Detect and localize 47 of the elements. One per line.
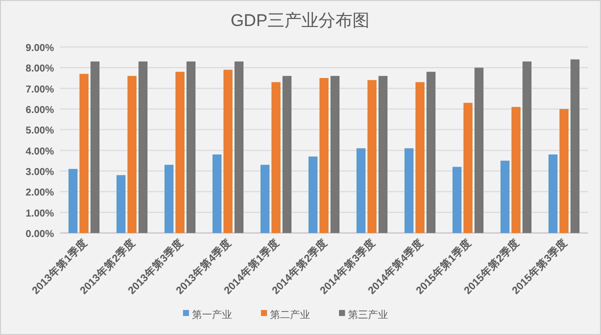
bar	[426, 72, 436, 233]
bar	[512, 106, 520, 233]
bar	[474, 68, 484, 233]
bar	[500, 160, 510, 233]
legend-label: 第三产业	[348, 309, 388, 321]
bar	[234, 61, 244, 233]
y-tick-label: 1.00%	[26, 208, 54, 220]
bar	[308, 156, 318, 233]
y-tick-label: 0.00%	[26, 229, 54, 240]
bar	[224, 70, 232, 233]
bar	[356, 148, 366, 233]
bar	[260, 164, 270, 233]
bar	[164, 164, 174, 233]
y-tick-label: 4.00%	[26, 146, 54, 158]
bar	[212, 154, 222, 233]
bar	[416, 82, 424, 233]
bar	[368, 80, 376, 233]
bar	[68, 168, 78, 233]
bar	[404, 148, 414, 233]
y-tick-label: 7.00%	[26, 84, 54, 96]
y-tick-label: 6.00%	[26, 105, 54, 116]
bar	[138, 61, 148, 233]
bar	[128, 76, 136, 233]
bar	[186, 61, 196, 233]
y-tick-label: 5.00%	[26, 126, 54, 137]
bar	[320, 78, 328, 233]
y-tick-label: 8.00%	[26, 64, 54, 75]
bar	[570, 59, 580, 233]
legend-label: 第一产业	[192, 309, 232, 321]
bar	[464, 102, 472, 233]
bar	[282, 76, 292, 233]
y-tick-label: 2.00%	[26, 188, 54, 199]
bar	[452, 166, 462, 233]
chart-title: GDP三产业分布图	[230, 11, 370, 30]
bar	[378, 76, 388, 233]
bar	[560, 109, 568, 233]
bar	[330, 76, 340, 233]
bar	[90, 61, 100, 233]
bar	[80, 74, 88, 233]
y-tick-label: 9.00%	[26, 43, 54, 54]
legend-label: 第二产业	[270, 309, 310, 321]
bar	[116, 175, 126, 233]
bar	[522, 61, 532, 233]
bar	[272, 82, 280, 233]
y-tick-label: 3.00%	[26, 167, 54, 178]
bar	[548, 154, 558, 233]
bar	[176, 72, 184, 233]
